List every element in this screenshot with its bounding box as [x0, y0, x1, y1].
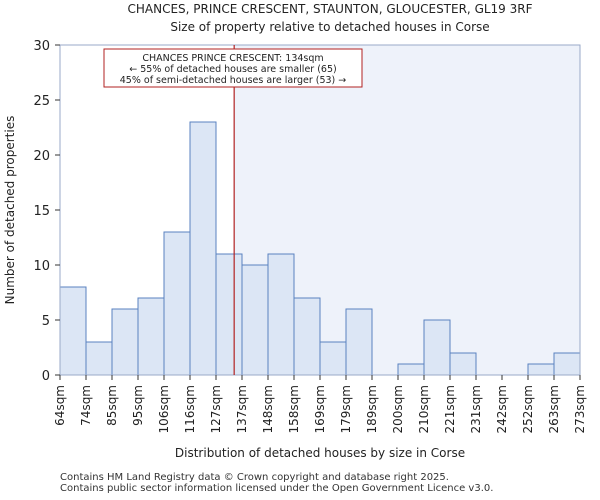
x-tick-label-85sqm: 85sqm — [105, 385, 119, 426]
bar-95sqm — [137, 297, 165, 376]
bar-85sqm — [111, 308, 139, 376]
bar-64sqm — [59, 286, 87, 376]
bar-116sqm — [189, 121, 217, 376]
x-tick-label-137sqm: 137sqm — [235, 385, 249, 433]
x-tick-label-273sqm: 273sqm — [573, 385, 587, 433]
bar-127sqm — [215, 253, 243, 376]
x-tick-label-169sqm: 169sqm — [313, 385, 327, 433]
bar-158sqm — [293, 297, 321, 376]
x-tick-label-148sqm: 148sqm — [261, 385, 275, 433]
y-tick-label-30: 30 — [33, 39, 50, 54]
chart-title: CHANCES, PRINCE CRESCENT, STAUNTON, GLOU… — [127, 2, 532, 16]
annotation-box — [103, 48, 363, 88]
footer-line-2: Contains public sector information licen… — [60, 483, 494, 494]
bar-221sqm — [449, 352, 477, 376]
bar-263sqm — [553, 352, 581, 376]
annotation-line-2: ← 55% of detached houses are smaller (65… — [129, 64, 336, 75]
annotation-line-1: CHANCES PRINCE CRESCENT: 134sqm — [142, 53, 323, 64]
bar-179sqm — [345, 308, 373, 376]
bar-148sqm — [267, 253, 295, 376]
bar-74sqm — [85, 341, 113, 376]
y-tick-label-20: 20 — [33, 149, 50, 164]
x-tick-label-64sqm: 64sqm — [53, 385, 67, 426]
footer-line-1: Contains HM Land Registry data © Crown c… — [60, 472, 449, 483]
bar-169sqm — [319, 341, 347, 376]
bar-200sqm — [397, 363, 425, 376]
x-tick-label-95sqm: 95sqm — [131, 385, 145, 426]
annotation-line-3: 45% of semi-detached houses are larger (… — [120, 75, 347, 86]
y-tick-label-15: 15 — [33, 204, 50, 219]
footer: Contains HM Land Registry data © Crown c… — [60, 472, 493, 494]
y-tick-label-5: 5 — [42, 314, 50, 329]
x-tick-label-106sqm: 106sqm — [157, 385, 171, 433]
y-axis-label: Number of detached properties — [3, 116, 17, 305]
x-tick-label-200sqm: 200sqm — [391, 385, 405, 433]
y-tick-label-25: 25 — [33, 94, 50, 109]
x-tick-label-263sqm: 263sqm — [547, 385, 561, 433]
bar-210sqm — [423, 319, 451, 376]
bar-106sqm — [163, 231, 191, 376]
x-tick-label-116sqm: 116sqm — [183, 385, 197, 433]
x-tick-label-127sqm: 127sqm — [209, 385, 223, 433]
bar-252sqm — [527, 363, 555, 376]
x-tick-label-231sqm: 231sqm — [469, 385, 483, 433]
x-tick-label-189sqm: 189sqm — [365, 385, 379, 433]
x-tick-label-74sqm: 74sqm — [79, 385, 93, 426]
bar-137sqm — [241, 264, 269, 376]
x-tick-label-179sqm: 179sqm — [339, 385, 353, 433]
y-tick-label-0: 0 — [42, 369, 50, 384]
x-tick-label-252sqm: 252sqm — [521, 385, 535, 433]
x-tick-label-242sqm: 242sqm — [495, 385, 509, 433]
x-axis-label: Distribution of detached houses by size … — [175, 446, 465, 460]
x-tick-label-210sqm: 210sqm — [417, 385, 431, 433]
y-tick-label-10: 10 — [33, 259, 50, 274]
x-tick-label-221sqm: 221sqm — [443, 385, 457, 433]
x-tick-label-158sqm: 158sqm — [287, 385, 301, 433]
chart-subtitle: Size of property relative to detached ho… — [170, 20, 489, 34]
